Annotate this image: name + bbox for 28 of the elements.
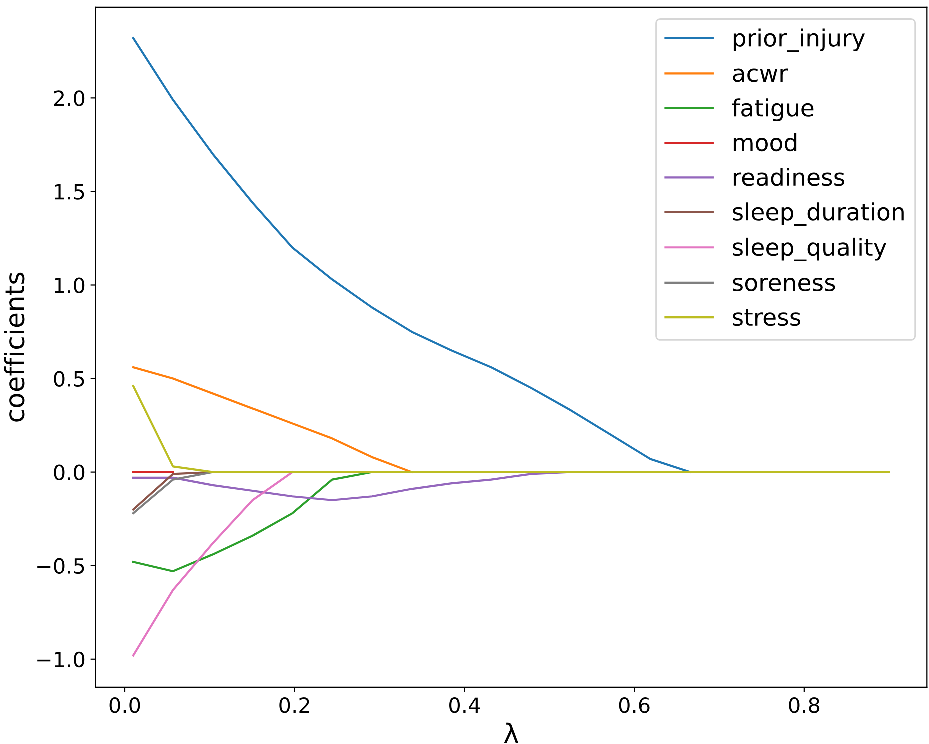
y-tick-label: 2.0 [54,90,85,106]
y-tick-label: −0.5 [38,558,84,574]
y-tick-label: 0.5 [54,371,84,387]
line-series [132,471,572,502]
x-tick-label: 0.6 [619,698,650,714]
line-series [132,37,692,474]
y-tick-label: 0.0 [54,464,85,481]
legend-label: prior_injury [734,28,866,52]
legend-label: mood [734,133,797,152]
legend-label: readiness [734,168,844,186]
line-series [132,471,374,573]
x-axis-title: λ [504,722,518,743]
line-series [132,366,414,474]
line-series [132,471,294,657]
y-tick-label: 1.0 [55,278,85,294]
y-tick-label: 1.5 [55,184,84,200]
legend-label: acwr [733,68,788,82]
y-axis-title: coefficients [4,272,25,422]
x-tick-label: 0.4 [450,698,480,714]
legend-label: sleep_duration [733,202,904,226]
x-tick-label: 0.8 [789,698,820,714]
legend-label: fatigue [732,98,814,122]
legend-label: sleep_quality [733,238,887,262]
x-tick-label: 0.2 [280,698,310,714]
y-tick-label: −1.0 [38,652,85,668]
legend-label: stress [733,309,801,326]
legend-label: soreness [733,278,836,292]
x-tick-label: 0.0 [110,698,140,714]
